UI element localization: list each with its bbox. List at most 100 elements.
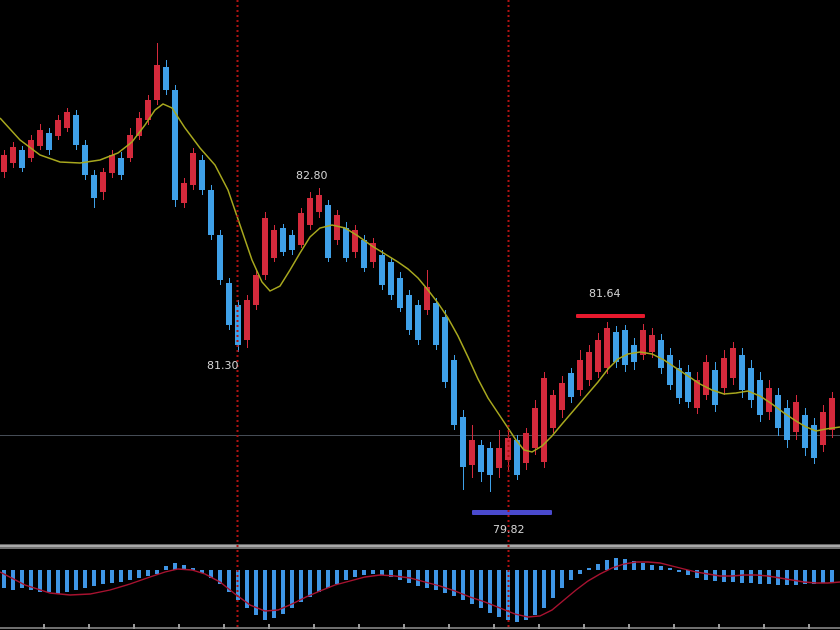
candle-body xyxy=(577,360,583,390)
histogram-bar xyxy=(326,570,330,588)
ma-line xyxy=(0,103,840,453)
candle-body xyxy=(271,230,277,258)
time-axis-tick xyxy=(403,624,405,629)
candle-body xyxy=(424,287,430,310)
candle-body xyxy=(784,408,790,440)
candle-body xyxy=(622,330,628,365)
candle-body xyxy=(100,172,106,192)
histogram-bar xyxy=(614,558,618,570)
histogram-bar xyxy=(128,570,132,580)
histogram-bar xyxy=(389,570,393,577)
histogram-bar xyxy=(281,570,285,614)
histogram-bar xyxy=(434,570,438,590)
candle-body xyxy=(55,120,61,136)
histogram-bar xyxy=(38,570,42,592)
histogram-bar xyxy=(443,570,447,593)
histogram-bar xyxy=(650,565,654,570)
candle-body xyxy=(73,115,79,145)
candle-body xyxy=(676,368,682,398)
time-axis-tick xyxy=(178,624,180,629)
level-lines[interactable] xyxy=(472,314,645,515)
histogram-bar xyxy=(542,570,546,608)
candle-body xyxy=(757,380,763,415)
histogram-bar xyxy=(92,570,96,586)
histogram-bar xyxy=(398,570,402,580)
histogram-bar xyxy=(227,570,231,592)
histogram-bar xyxy=(83,570,87,588)
time-axis xyxy=(0,624,840,629)
price-label-support-7982: 79.82 xyxy=(493,523,525,536)
histogram-bar xyxy=(254,570,258,615)
histogram-bar xyxy=(677,570,681,572)
time-axis-tick xyxy=(43,624,45,629)
time-axis-tick xyxy=(628,624,630,629)
histogram-bar xyxy=(245,570,249,608)
histogram-bar xyxy=(155,570,159,574)
histogram-bar xyxy=(335,570,339,584)
candle-body xyxy=(811,425,817,458)
candle-body xyxy=(820,412,826,445)
histogram-bar xyxy=(560,570,564,588)
candle-body xyxy=(586,352,592,380)
candle-body xyxy=(730,348,736,378)
candle-body xyxy=(37,130,43,146)
support-level-line[interactable] xyxy=(472,510,552,515)
candle-body xyxy=(316,195,322,212)
histogram-bar xyxy=(740,570,744,583)
histogram-bar xyxy=(344,570,348,580)
histogram-bar xyxy=(209,570,213,578)
time-axis-tick xyxy=(448,624,450,629)
histogram-bar xyxy=(803,570,807,584)
candle-body xyxy=(478,445,484,472)
candle-body xyxy=(694,380,700,408)
histogram-bar xyxy=(686,570,690,575)
candle-body xyxy=(415,305,421,340)
candle-body xyxy=(136,118,142,136)
candle-body xyxy=(640,330,646,355)
histogram-bar xyxy=(695,570,699,578)
histogram-bar xyxy=(56,570,60,594)
candle-body xyxy=(541,378,547,462)
histogram-bar xyxy=(200,570,204,573)
candle-body xyxy=(613,332,619,362)
resistance-level-line[interactable] xyxy=(576,314,645,318)
time-axis-tick xyxy=(268,624,270,629)
histogram-bar xyxy=(569,570,573,580)
histogram-bar xyxy=(659,566,663,570)
candle-body xyxy=(451,360,457,425)
candle-body xyxy=(127,135,133,158)
histogram-bar xyxy=(830,570,834,582)
candle-body xyxy=(388,262,394,295)
candle-body xyxy=(217,235,223,280)
time-axis-tick xyxy=(763,624,765,629)
candle-body xyxy=(739,355,745,390)
candle-body xyxy=(685,372,691,402)
time-axis-tick xyxy=(538,624,540,629)
histogram-bar xyxy=(425,570,429,588)
candle-body xyxy=(370,243,376,262)
candle-body xyxy=(766,388,772,412)
candle-body xyxy=(289,235,295,250)
candle-body xyxy=(280,228,286,252)
candle-body xyxy=(334,215,340,240)
candle-body xyxy=(343,228,349,258)
candle-body xyxy=(721,358,727,388)
session-vlines xyxy=(236,0,510,630)
histogram-bar xyxy=(164,566,168,570)
candle-body xyxy=(298,213,304,245)
histogram-bar xyxy=(119,570,123,582)
histogram-bar xyxy=(668,568,672,570)
candle-body xyxy=(154,65,160,100)
histogram-bar xyxy=(11,570,15,590)
candle-body xyxy=(775,395,781,428)
macd-histogram xyxy=(2,558,834,622)
candle-body xyxy=(514,440,520,475)
price-label-resistance-8164: 81.64 xyxy=(589,287,621,300)
histogram-bar xyxy=(371,570,375,574)
histogram-bar xyxy=(380,570,384,575)
candle-body xyxy=(325,205,331,258)
candle-body xyxy=(181,183,187,203)
histogram-bar xyxy=(272,570,276,618)
